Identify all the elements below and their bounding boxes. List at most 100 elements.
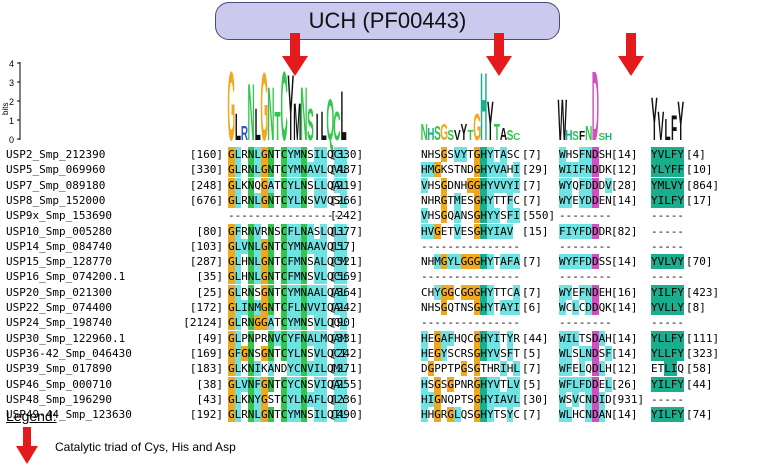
residue: M	[340, 254, 347, 270]
residue: G	[228, 345, 235, 361]
residue: F	[670, 162, 678, 178]
residue: Y	[677, 192, 684, 208]
residue: Y	[486, 376, 494, 392]
start-position: [183]	[189, 362, 223, 376]
residue: S	[427, 377, 435, 391]
alignment-block-2: ---------------	[421, 315, 520, 334]
residue: G	[473, 361, 481, 377]
residue: Y	[287, 361, 294, 377]
residue: G	[228, 238, 235, 254]
residue: N	[300, 376, 308, 392]
gap-length: [330]	[330, 148, 364, 161]
residue: W	[559, 330, 566, 346]
residue: Y	[651, 330, 658, 346]
residue: S	[447, 163, 454, 177]
alignment-block-4: YILFY	[651, 284, 684, 304]
residue: L	[234, 407, 242, 423]
residue: L	[340, 284, 347, 300]
residue: W	[559, 147, 566, 162]
gap-length: [7]	[522, 362, 542, 376]
residue: C	[280, 345, 288, 361]
alignment-block-3: --------	[559, 269, 612, 288]
residue: T	[447, 193, 454, 207]
residue: G	[473, 223, 481, 239]
residue: F	[287, 254, 294, 270]
residue: Q	[447, 209, 454, 223]
gap-length: [323]	[686, 346, 720, 360]
residue: G	[260, 269, 268, 285]
residue: Y	[287, 407, 294, 423]
residue: W	[559, 192, 566, 208]
residue: -	[664, 224, 671, 238]
residue: A	[500, 254, 507, 270]
residue: K	[260, 362, 268, 376]
residue: S	[500, 346, 507, 360]
residue: Y	[651, 284, 658, 300]
sequence-name: USP49-44_Smp_123630	[6, 408, 132, 422]
residue: G	[228, 391, 235, 407]
residue: Q	[326, 239, 334, 253]
residue: A	[598, 407, 606, 423]
gap-length: [219]	[330, 178, 364, 192]
residue: Y	[651, 345, 658, 361]
residue: -	[651, 270, 658, 284]
residue: N	[247, 361, 255, 377]
residue: L	[340, 315, 347, 331]
residue: -	[260, 209, 268, 223]
alignment-block-1: GLPNPRNVCYFNALMQAM	[228, 330, 347, 350]
residue: H	[421, 407, 428, 423]
residue: W	[559, 376, 566, 392]
residue: V	[670, 177, 678, 193]
logo-letter: Y	[487, 91, 494, 152]
residue: Y	[664, 162, 671, 178]
residue: L	[234, 238, 242, 254]
residue: F	[254, 376, 261, 392]
residue: -	[559, 270, 566, 284]
residue: G	[228, 269, 235, 285]
residue: M	[293, 269, 301, 285]
alignment-block-1: GLKNIKANDYCNVILQML	[228, 361, 347, 380]
residue: N	[247, 254, 255, 270]
residue: -	[657, 392, 665, 406]
domain-label-box: UCH (PF00443)	[215, 2, 560, 40]
residue: Y	[677, 376, 684, 392]
residue: C	[506, 285, 514, 299]
gap-length: [16]	[611, 285, 638, 299]
residue: G	[228, 147, 235, 162]
residue: T	[274, 392, 281, 406]
alignment-block-2: HIGNQPTSGHYIAVL	[421, 391, 520, 411]
gap-length: [14]	[611, 193, 638, 207]
residue: E	[598, 285, 606, 299]
residue: A	[267, 315, 275, 331]
residue: Q	[326, 285, 334, 299]
residue: A	[500, 300, 507, 315]
logo-letter: S	[599, 132, 606, 143]
residue: H	[421, 223, 428, 239]
residue: F	[287, 300, 294, 315]
residue: R	[241, 224, 248, 238]
legend-title: Legend:	[6, 408, 57, 424]
domain-label: UCH (PF00443)	[308, 8, 467, 33]
start-position: [192]	[189, 408, 223, 422]
residue: D	[591, 300, 599, 315]
alignment-block-3: WLSLNDSF	[559, 345, 612, 365]
residue: L	[664, 407, 671, 423]
residue: -	[480, 316, 487, 330]
alignment-block-4: YVLVY	[651, 254, 684, 273]
residue: Y	[565, 284, 573, 300]
residue: -	[565, 239, 573, 253]
residue: F	[578, 147, 586, 162]
start-position: [248]	[189, 178, 223, 192]
residue: F	[670, 192, 678, 208]
residue: A	[267, 177, 275, 193]
sequence-name: USP16_Smp_074200.1	[6, 270, 126, 284]
residue: V	[307, 361, 314, 377]
residue: S	[434, 178, 441, 192]
residue: N	[267, 147, 275, 162]
residue: L	[598, 361, 606, 377]
residue: N	[585, 284, 592, 300]
residue: -	[605, 316, 612, 330]
residue: -	[591, 316, 599, 330]
residue: F	[605, 345, 612, 361]
logo-letter: T	[274, 104, 280, 149]
